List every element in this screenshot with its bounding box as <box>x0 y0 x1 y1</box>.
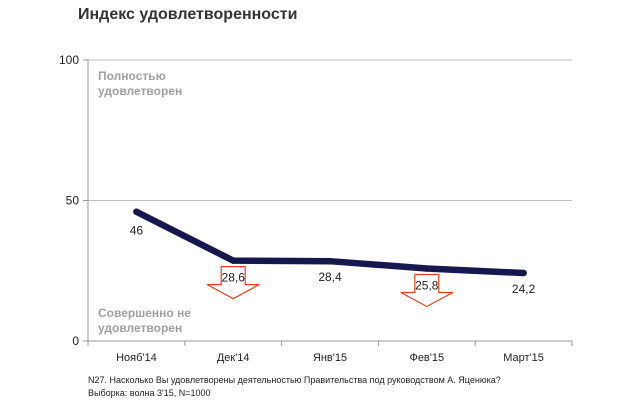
annotation-bottom-line: удовлетворен <box>98 321 182 335</box>
data-label: 46 <box>130 224 144 238</box>
annotation-bottom-line: Совершенно не <box>98 306 191 320</box>
data-labels: 46 28,6 28,4 25,8 24,2 <box>130 224 536 296</box>
down-arrows <box>206 266 454 308</box>
y-tick-label: 100 <box>59 53 79 67</box>
data-point <box>520 269 527 277</box>
x-tick-label: Март'15 <box>503 352 544 364</box>
data-label: 25,8 <box>415 279 439 293</box>
data-point <box>133 208 140 215</box>
question-footnote: N27. Насколько Вы удовлетворены деятельн… <box>88 375 501 385</box>
down-arrow <box>400 273 454 308</box>
gridlines <box>88 59 572 201</box>
y-tick-label: 50 <box>66 194 80 208</box>
x-tick-label: Нояб'14 <box>116 352 157 364</box>
data-label: 28,6 <box>222 271 246 285</box>
data-point <box>326 257 334 265</box>
x-tick-label: Дек'14 <box>217 352 250 364</box>
data-label: 24,2 <box>512 282 536 296</box>
series-line <box>133 208 527 277</box>
annotation-top-line: Полностью <box>98 69 166 83</box>
data-point <box>230 257 237 264</box>
y-tick-labels: 0 50 100 <box>59 53 79 348</box>
y-tick-label: 0 <box>72 334 79 348</box>
data-label: 28,4 <box>318 270 342 284</box>
x-tick-label: Фев'15 <box>409 352 444 364</box>
annotation-top-line: удовлетворен <box>98 84 182 98</box>
chart-title: Индекс удовлетворенности <box>78 6 298 23</box>
x-tick-label: Янв'15 <box>313 352 347 364</box>
axes <box>83 59 573 346</box>
down-arrow <box>206 266 260 300</box>
data-point <box>423 265 430 272</box>
sample-footnote: Выборка: волна 3'15, N=1000 <box>88 388 211 398</box>
x-tick-labels: Нояб'14 Дек'14 Янв'15 Фев'15 Март'15 <box>116 352 544 364</box>
